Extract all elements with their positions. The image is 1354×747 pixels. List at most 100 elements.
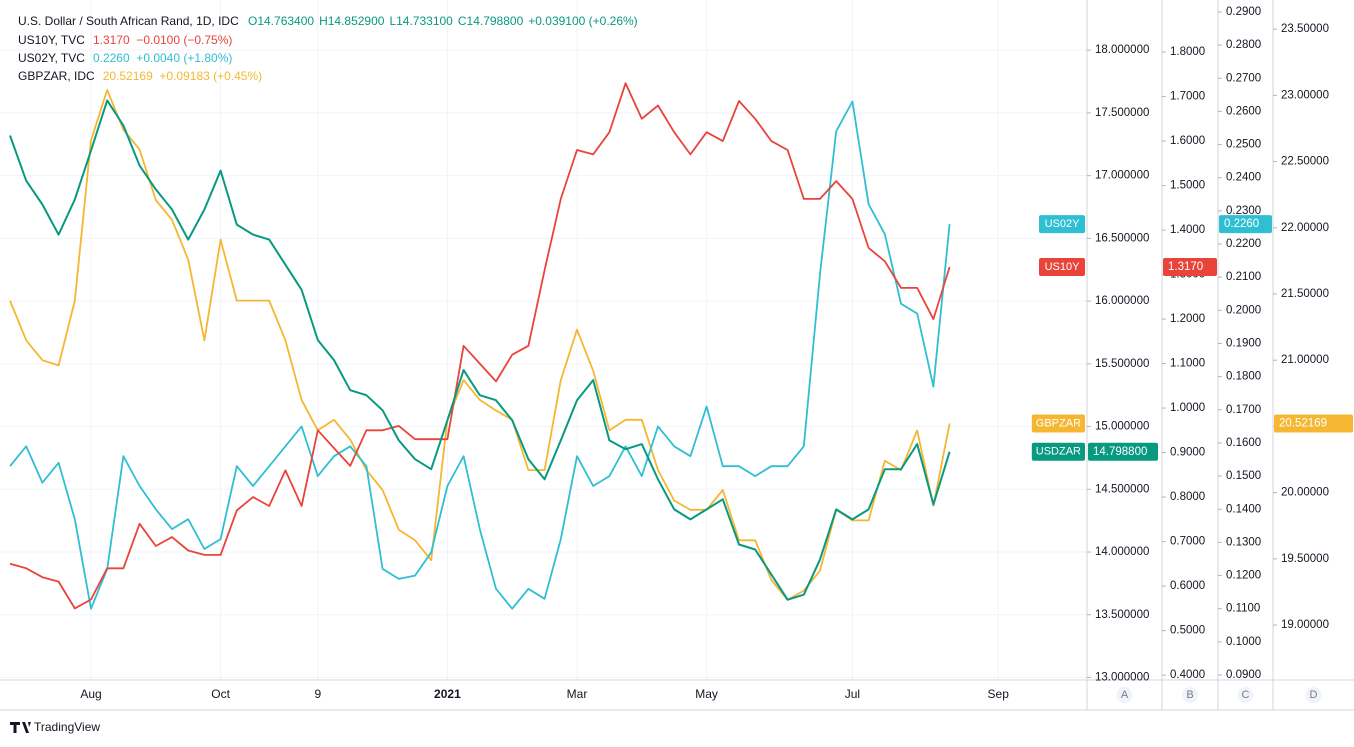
ohlc-value: H14.852900 <box>319 14 385 28</box>
x-tick-label: Aug <box>80 687 101 701</box>
y-tick-label: 1.4000 <box>1170 224 1205 236</box>
series-badge-label: GBPZAR <box>1036 417 1081 429</box>
y-tick-label: 1.7000 <box>1170 91 1205 103</box>
y-tick-label: 0.8000 <box>1170 491 1205 503</box>
series-line <box>9 82 951 610</box>
legend-name: US02Y, TVC <box>18 51 85 65</box>
axis-name: A <box>1121 689 1129 701</box>
y-tick-label: 0.2300 <box>1226 205 1261 217</box>
y-tick-label: 17.500000 <box>1095 107 1149 119</box>
y-tick-label: 17.000000 <box>1095 170 1149 182</box>
y-tick-label: 0.1500 <box>1226 470 1261 482</box>
y-tick-label: 21.50000 <box>1281 288 1329 300</box>
price-badge <box>1274 414 1353 433</box>
y-tick-label: 0.9000 <box>1170 447 1205 459</box>
series-line <box>9 100 951 610</box>
axis-name: B <box>1186 689 1193 701</box>
y-tick-label: 1.2000 <box>1170 313 1205 325</box>
y-tick-label: 14.500000 <box>1095 483 1149 495</box>
price-badge-label: 20.52169 <box>1279 418 1327 430</box>
x-tick-label: Oct <box>211 687 230 701</box>
y-tick-label: 19.50000 <box>1281 553 1329 565</box>
y-tick-label: 1.6000 <box>1170 135 1205 147</box>
legend-value: 0.2260 +0.0040 (+1.80%) <box>93 51 232 65</box>
y-tick-label: 0.2900 <box>1226 6 1261 18</box>
price-badge <box>1163 258 1217 277</box>
logo <box>10 722 31 733</box>
series-line <box>9 89 951 601</box>
brand-name: TradingView <box>34 720 100 734</box>
y-tick-label: 0.1200 <box>1226 570 1261 582</box>
y-tick-label: 0.7000 <box>1170 536 1205 548</box>
y-tick-label: 15.000000 <box>1095 421 1149 433</box>
x-tick-label: 9 <box>314 687 321 701</box>
y-tick-label: 0.1600 <box>1226 437 1261 449</box>
y-tick-label: 0.1000 <box>1226 636 1261 648</box>
y-tick-label: 23.50000 <box>1281 23 1329 35</box>
price-badge <box>1088 442 1158 461</box>
axis-badge <box>1305 687 1322 703</box>
y-tick-label: 1.5000 <box>1170 180 1205 192</box>
y-tick-label: 14.000000 <box>1095 546 1149 558</box>
axis-name: C <box>1242 689 1250 701</box>
y-tick-label: 1.1000 <box>1170 358 1205 370</box>
ohlc-value: O14.763400 <box>248 14 314 28</box>
brand: TradingView <box>10 720 100 734</box>
y-tick-label: 0.2700 <box>1226 72 1261 84</box>
y-tick-label: 0.1800 <box>1226 371 1261 383</box>
plot <box>9 82 951 610</box>
y-tick-label: 22.00000 <box>1281 222 1329 234</box>
y-tick-label: 0.2100 <box>1226 271 1261 283</box>
axis-name: D <box>1310 689 1318 701</box>
y-tick-label: 1.8000 <box>1170 46 1205 58</box>
series-badge-label: US02Y <box>1045 218 1081 230</box>
ohlc-value: C14.798800 <box>458 14 524 28</box>
x-tick-label: Jul <box>845 687 860 701</box>
x-tick-label: May <box>695 687 718 701</box>
ohlc-value: +0.039100 (+0.26%) <box>528 14 637 28</box>
y-tick-label: 23.00000 <box>1281 89 1329 101</box>
y-tick-label: 0.2200 <box>1226 238 1261 250</box>
y-tick-label: 0.2000 <box>1226 304 1261 316</box>
series-badge <box>1039 258 1085 277</box>
ohlc: O14.763400 H14.852900 L14.733100 C14.798800… <box>248 14 638 28</box>
ohlc-value: L14.733100 <box>389 14 453 28</box>
y-tick-label: 0.1300 <box>1226 536 1261 548</box>
axis-badge <box>1116 687 1133 703</box>
y-tick-label: 0.0900 <box>1226 669 1261 681</box>
y-tick-label: 0.2600 <box>1226 105 1261 117</box>
y-tick-label: 0.2800 <box>1226 39 1261 51</box>
y-tick-label: 0.6000 <box>1170 580 1205 592</box>
y-tick-label: 0.1700 <box>1226 404 1261 416</box>
legend-value: 20.52169 +0.09183 (+0.45%) <box>103 69 262 83</box>
y-tick-label: 0.1400 <box>1226 503 1261 515</box>
y-tick-label: 0.5000 <box>1170 625 1205 637</box>
y-tick-label: 0.2500 <box>1226 139 1261 151</box>
y-tick-label: 13.000000 <box>1095 672 1149 684</box>
y-tick-label: 20.00000 <box>1281 487 1329 499</box>
series-badge-label: USDZAR <box>1036 446 1081 458</box>
legend: U.S. Dollar / South African Rand, 1D, ID… <box>18 14 638 83</box>
series-badge <box>1031 414 1085 433</box>
series-badge <box>1031 442 1085 461</box>
y-tick-label: 1.0000 <box>1170 402 1205 414</box>
x-tick-label: 2021 <box>434 687 461 701</box>
y-tick-label: 15.500000 <box>1095 358 1149 370</box>
x-tick-label: Sep <box>988 687 1010 701</box>
y-tick-label: 22.50000 <box>1281 156 1329 168</box>
series-badge <box>1039 215 1085 234</box>
y-tick-label: 19.00000 <box>1281 619 1329 631</box>
legend-value: 1.3170 −0.0100 (−0.75%) <box>93 33 232 47</box>
y-tick-label: 16.500000 <box>1095 232 1149 244</box>
y-tick-label: 13.500000 <box>1095 609 1149 621</box>
price-badge-label: 14.798800 <box>1093 446 1147 458</box>
price-badge <box>1219 215 1272 234</box>
y-tick-label: 18.000000 <box>1095 44 1149 56</box>
legend-name: GBPZAR, IDC <box>18 69 95 83</box>
y-tick-label: 21.00000 <box>1281 354 1329 366</box>
x-tick-label: Mar <box>567 687 588 701</box>
series-badge-label: US10Y <box>1045 261 1081 273</box>
axis-badge <box>1182 687 1198 703</box>
y-tick-label: 0.2400 <box>1226 172 1261 184</box>
